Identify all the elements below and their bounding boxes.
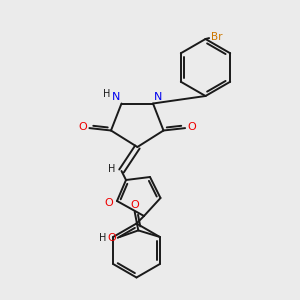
Text: H: H xyxy=(99,232,106,243)
Text: H: H xyxy=(108,164,116,174)
Text: O: O xyxy=(187,122,196,133)
Text: N: N xyxy=(154,92,163,102)
Text: O: O xyxy=(108,232,117,243)
Text: O: O xyxy=(104,197,113,208)
Text: Br: Br xyxy=(211,32,223,43)
Text: H: H xyxy=(103,89,111,99)
Text: O: O xyxy=(130,200,139,210)
Text: N: N xyxy=(112,92,120,102)
Text: O: O xyxy=(78,122,87,133)
